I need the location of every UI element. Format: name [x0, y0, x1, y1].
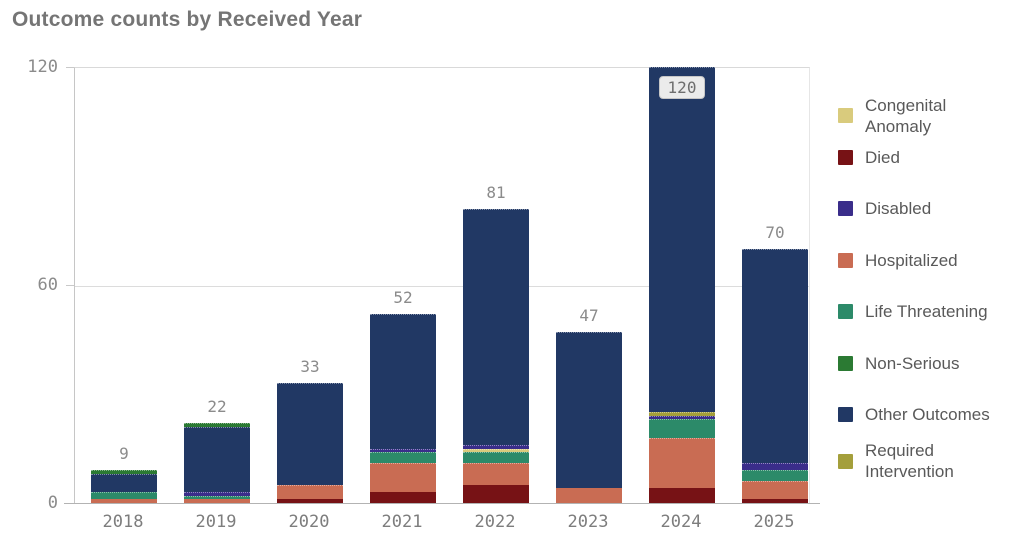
x-tick-2018[interactable]: 2018 [102, 512, 144, 532]
bar-segment-other-outcomes[interactable] [556, 332, 622, 489]
x-tick-2022[interactable]: 2022 [474, 512, 516, 532]
bar-2025[interactable] [742, 248, 808, 503]
legend-item-required-intervention[interactable]: Required Intervention [838, 440, 1015, 482]
legend-swatch [838, 406, 853, 422]
legend-item-other-outcomes[interactable]: Other Outcomes [838, 404, 990, 425]
legend-swatch [838, 149, 853, 165]
legend: Congenital Anomaly Died Disabled Hospitaliz… [838, 0, 1022, 546]
bar-segment-life-threatening[interactable] [184, 495, 250, 500]
legend-item-hospitalized[interactable]: Hospitalized [838, 250, 958, 271]
bar-2022[interactable] [463, 208, 529, 503]
bar-value-label: 120 [636, 76, 729, 99]
legend-swatch [838, 453, 853, 469]
bar-segment-died[interactable] [370, 492, 436, 503]
bar-segment-hospitalized[interactable] [742, 481, 808, 500]
legend-item-non-serious[interactable]: Non-Serious [838, 353, 960, 374]
bar-segment-life-threatening[interactable] [742, 470, 808, 482]
bar-segment-life-threatening[interactable] [649, 419, 715, 438]
legend-swatch [838, 200, 853, 216]
legend-label: Other Outcomes [865, 404, 990, 424]
bar-segment-other-outcomes[interactable] [649, 67, 715, 413]
x-tick-2023[interactable]: 2023 [567, 512, 609, 532]
x-axis-line [64, 503, 820, 504]
bar-value-label: 81 [486, 182, 506, 202]
bar-segment-life-threatening[interactable] [463, 452, 529, 464]
chart-title: Outcome counts by Received Year [12, 8, 363, 31]
bar-segment-hospitalized[interactable] [91, 499, 157, 503]
x-tick-2024[interactable]: 2024 [660, 512, 702, 532]
bar-segment-other-outcomes[interactable] [91, 473, 157, 493]
legend-item-life-threatening[interactable]: Life Threatening [838, 301, 988, 322]
bar-segment-died[interactable] [742, 499, 808, 503]
legend-label: Congenital Anomaly [865, 95, 947, 136]
plot-area: 9 22 33 52 81 47 120 70 [74, 67, 810, 503]
legend-item-died[interactable]: Died [838, 147, 900, 168]
legend-label: Died [865, 147, 900, 167]
y-tick-mark-60 [66, 285, 74, 286]
legend-label: Disabled [865, 198, 932, 218]
y-tick-mark-120 [66, 67, 74, 68]
bar-value-label: 9 [119, 444, 129, 464]
bar-segment-other-outcomes[interactable] [184, 426, 250, 493]
bar-2020[interactable] [277, 383, 343, 503]
legend-swatch [838, 252, 853, 268]
legend-swatch [838, 108, 853, 123]
bar-segment-hospitalized[interactable] [463, 463, 529, 485]
bar-segment-died[interactable] [463, 484, 529, 503]
legend-label: Non-Serious [865, 353, 960, 373]
bar-2019[interactable] [184, 423, 250, 503]
bar-2023[interactable] [556, 332, 622, 503]
bar-segment-required-intervention[interactable] [649, 412, 715, 416]
legend-label: Hospitalized [865, 250, 958, 270]
legend-swatch [838, 303, 853, 319]
y-tick-label-0: 0 [47, 493, 58, 513]
bar-2024[interactable] [649, 67, 715, 503]
bar-value-label: 47 [579, 306, 599, 326]
bar-value-label: 52 [393, 288, 413, 308]
x-tick-2020[interactable]: 2020 [288, 512, 330, 532]
bar-segment-congenital-anomaly[interactable] [463, 448, 529, 453]
bar-segment-other-outcomes[interactable] [463, 208, 529, 445]
bar-segment-other-outcomes[interactable] [277, 383, 343, 485]
bar-segment-disabled[interactable] [649, 415, 715, 420]
bar-value-label: 33 [300, 357, 320, 377]
bar-segment-non-serious[interactable] [184, 423, 250, 427]
x-tick-2021[interactable]: 2021 [381, 512, 423, 532]
bar-segment-life-threatening[interactable] [91, 492, 157, 500]
bar-segment-disabled[interactable] [184, 492, 250, 496]
bar-segment-non-serious[interactable] [91, 470, 157, 474]
bar-segment-disabled[interactable] [742, 463, 808, 471]
legend-swatch [838, 355, 853, 371]
bar-segment-life-threatening[interactable] [370, 452, 436, 464]
bar-value-label: 22 [207, 397, 227, 417]
bar-2018[interactable] [91, 470, 157, 503]
bar-2021[interactable] [370, 314, 436, 503]
bar-segment-hospitalized[interactable] [556, 488, 622, 503]
x-tick-2025[interactable]: 2025 [753, 512, 795, 532]
y-tick-label-120: 120 [27, 57, 58, 77]
legend-label: Life Threatening [865, 301, 988, 321]
bar-segment-hospitalized[interactable] [649, 437, 715, 489]
legend-label: Required Intervention [865, 441, 954, 481]
bar-segment-hospitalized[interactable] [184, 499, 250, 503]
legend-item-congenital-anomaly[interactable]: Congenital Anomaly [838, 95, 1015, 137]
bar-segment-died[interactable] [277, 499, 343, 503]
bar-segment-other-outcomes[interactable] [370, 314, 436, 449]
bar-segment-died[interactable] [649, 488, 715, 503]
bar-segment-hospitalized[interactable] [277, 484, 343, 500]
y-tick-label-60: 60 [37, 275, 58, 295]
bar-segment-hospitalized[interactable] [370, 463, 436, 493]
gridline-60 [75, 286, 809, 287]
bar-segment-disabled[interactable] [370, 448, 436, 453]
bar-segment-disabled[interactable] [463, 444, 529, 449]
bar-segment-other-outcomes[interactable] [742, 248, 808, 464]
x-tick-2019[interactable]: 2019 [195, 512, 237, 532]
bar-value-label: 70 [765, 222, 785, 242]
legend-item-disabled[interactable]: Disabled [838, 198, 931, 219]
